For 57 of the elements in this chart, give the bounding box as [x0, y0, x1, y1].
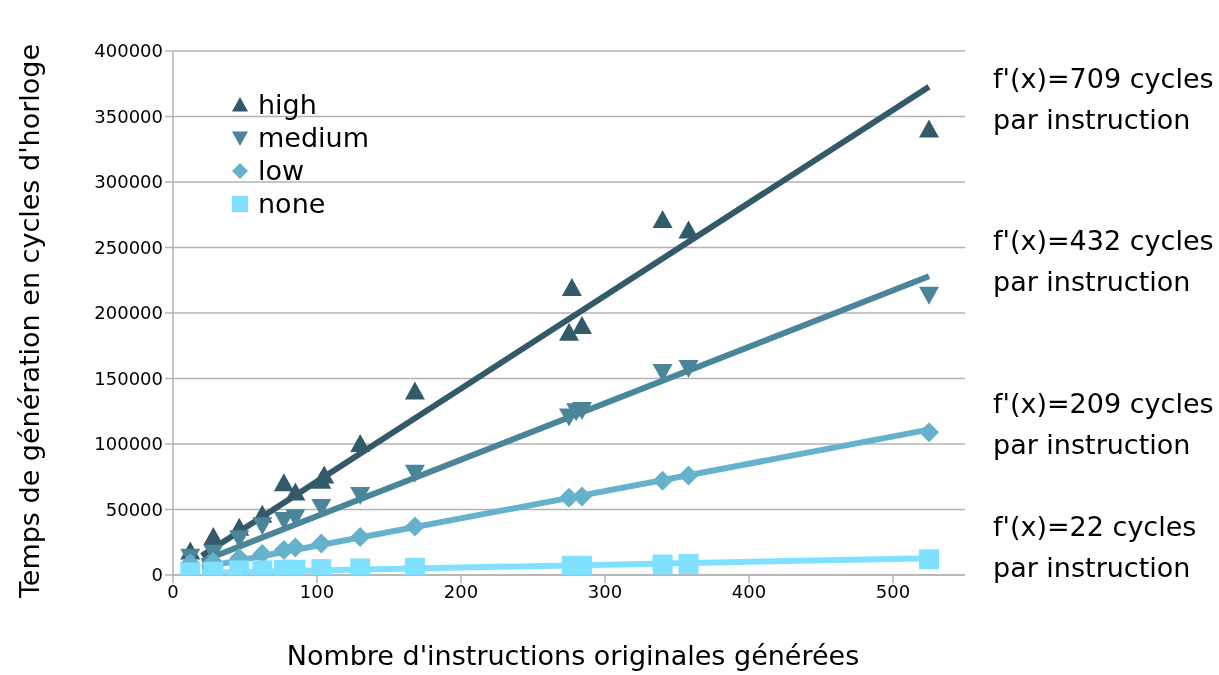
y-tick-label: 400000 — [94, 40, 163, 62]
point — [571, 401, 592, 420]
point — [678, 220, 699, 239]
point — [652, 209, 673, 228]
text: f'(x)=432 cycles par instruction — [993, 224, 1214, 299]
text: f'(x)=209 cycles par instruction — [993, 387, 1214, 462]
y-tick-label: 150000 — [94, 367, 163, 389]
point — [561, 278, 582, 297]
y-tick-label: 100000 — [94, 433, 163, 455]
y-axis-title: Temps de génération en cycles d'horloge — [13, 43, 45, 599]
text: f'(x)=22 cycles par instruction — [993, 510, 1197, 585]
point — [311, 533, 332, 554]
x-tick-label: 500 — [875, 580, 911, 602]
x-tick-label: 300 — [587, 580, 623, 602]
point — [571, 555, 592, 575]
y-tick-label: 250000 — [94, 236, 163, 258]
y-tick-label: 200000 — [94, 302, 163, 324]
point — [285, 537, 306, 558]
point — [652, 470, 673, 491]
y-tick-label: 0 — [151, 564, 163, 586]
point — [678, 553, 699, 574]
point — [919, 119, 939, 138]
point — [350, 527, 371, 548]
legend-label: low — [258, 154, 305, 187]
y-tick-label: 50000 — [105, 498, 163, 520]
y-tick-label: 300000 — [94, 171, 163, 193]
x-axis-title: Nombre d'instructions originales générées — [285, 640, 861, 671]
point — [652, 554, 673, 575]
point — [350, 434, 371, 452]
point — [919, 286, 939, 305]
point — [314, 465, 335, 484]
x-tick-label: 400 — [731, 580, 767, 602]
point — [273, 473, 294, 492]
point — [678, 360, 699, 379]
text: f'(x)=709 cycles par instruction — [993, 62, 1214, 137]
point — [404, 381, 425, 400]
legend-label: medium — [258, 121, 369, 154]
x-tick-label: 100 — [299, 580, 335, 602]
point — [678, 465, 699, 486]
point — [350, 487, 371, 506]
point — [404, 557, 425, 575]
point — [285, 482, 306, 501]
legend-label: high — [258, 88, 317, 121]
x-tick-label: 0 — [167, 580, 179, 602]
point — [652, 363, 673, 382]
point — [252, 517, 273, 536]
point — [571, 486, 592, 507]
point — [571, 316, 592, 335]
point — [203, 527, 224, 546]
legend-label: none — [258, 187, 326, 220]
point — [404, 516, 425, 537]
y-tick-label: 350000 — [94, 105, 163, 127]
x-tick-label: 200 — [443, 580, 479, 602]
point — [559, 322, 579, 341]
point — [404, 464, 425, 483]
point — [919, 549, 939, 570]
point — [919, 422, 939, 443]
